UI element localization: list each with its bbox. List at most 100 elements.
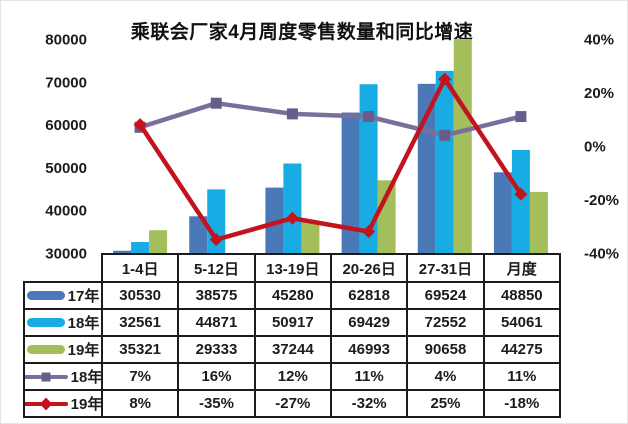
table-value-cell: -32% — [329, 389, 409, 418]
right-axis-tick: 0% — [584, 139, 606, 156]
line-18年 — [137, 100, 524, 138]
marker-square-18年-5-12日 — [210, 97, 222, 109]
legend-key: 18年 — [26, 312, 99, 333]
table-value-cell: 50917 — [253, 308, 332, 337]
legend-label: 19年 — [70, 396, 102, 413]
left-axis-tick: 40000 — [45, 203, 87, 220]
table-value-cell: 72552 — [406, 308, 485, 337]
data-table: 1-4日 5-12日 13-19日 20-26日 27-31日 月度 17年 30530 385… — [23, 253, 561, 418]
left-axis-tick: 50000 — [45, 160, 87, 177]
legend-bar-swatch-icon — [26, 345, 65, 354]
table-value-cell: 8% — [100, 389, 180, 418]
bar-18年-27-31日 — [435, 70, 454, 253]
marker-square-18年-20-26日 — [363, 111, 375, 123]
table-value-cell: 29333 — [177, 335, 256, 364]
legend-key: 19年 — [26, 339, 100, 360]
legend-cell: 18年 — [23, 362, 103, 391]
table-row: 17年 30530 38575 45280 62818 69524 48850 — [23, 281, 561, 310]
right-axis-tick: -20% — [584, 192, 619, 209]
legend-line-swatch-icon — [26, 370, 68, 383]
table-value-cell: 62818 — [329, 281, 409, 310]
bar-18年-1-4日 — [131, 242, 150, 253]
table-value-cell: 45280 — [253, 281, 332, 310]
bar-17年-13-19日 — [265, 187, 284, 253]
table-column-header: 1-4日 — [100, 253, 180, 283]
legend-label: 19年 — [67, 342, 100, 359]
table-value-cell: 12% — [253, 362, 332, 391]
table-column-header: 20-26日 — [329, 253, 409, 283]
table-value-cell: 11% — [482, 362, 561, 391]
legend-key: 18年 — [26, 366, 100, 387]
marker-diamond-19年-5-12日 — [209, 233, 223, 247]
table-value-cell: 46993 — [329, 335, 409, 364]
bar-19年-13-19日 — [301, 221, 320, 253]
table-value-cell: 38575 — [177, 281, 256, 310]
marker-square-18年-27-31日 — [439, 129, 451, 141]
right-axis-tick: 20% — [584, 85, 614, 102]
right-axis-tick: -40% — [584, 246, 619, 263]
left-axis-tick: 70000 — [45, 74, 87, 91]
table-value-cell: 7% — [100, 362, 180, 391]
table-row: 19年 35321 29333 37244 46993 90658 44275 — [23, 335, 561, 364]
bar-17年-27-31日 — [417, 83, 436, 253]
line-19年 — [137, 76, 524, 242]
legend-bar-swatch-icon — [26, 318, 65, 327]
table-corner-blank — [24, 254, 102, 282]
marker-diamond-19年-1-4日 — [133, 118, 147, 132]
marker-square-18年-月度 — [515, 111, 527, 123]
table-row: 18年 7% 16% 12% 11% 4% 11% — [23, 362, 561, 391]
left-axis-tick: 80000 — [45, 32, 87, 49]
table-row: 18年 32561 44871 50917 69429 72552 54061 — [23, 308, 561, 337]
table-row: 19年 8% -35% -27% -32% 25% -18% — [23, 389, 561, 418]
table-value-cell: 44275 — [482, 335, 561, 364]
table-value-cell: 90658 — [406, 335, 485, 364]
table-column-header: 27-31日 — [406, 253, 485, 283]
bar-19年-20-26日 — [377, 180, 396, 253]
table-value-cell: 16% — [177, 362, 256, 391]
bar-19年-27-31日 — [453, 39, 472, 253]
table-header-row: 1-4日 5-12日 13-19日 20-26日 27-31日 月度 — [24, 253, 561, 283]
table-value-cell: 37244 — [253, 335, 332, 364]
bar-19年-1-4日 — [149, 230, 168, 253]
table-value-cell: 35321 — [100, 335, 180, 364]
table-value-cell: 54061 — [482, 308, 561, 337]
table-value-cell: -27% — [253, 389, 332, 418]
table-value-cell: 48850 — [482, 281, 561, 310]
table-column-header: 5-12日 — [177, 253, 256, 283]
bar-17年-月度 — [493, 172, 512, 253]
table-column-header: 月度 — [482, 253, 561, 283]
legend-square-marker-icon — [41, 372, 51, 381]
table-value-cell: 25% — [406, 389, 485, 418]
marker-diamond-19年-月度 — [514, 187, 528, 201]
marker-diamond-19年-20-26日 — [362, 225, 376, 239]
legend-bar-swatch-icon — [26, 291, 65, 300]
table-column-header: 13-19日 — [253, 253, 332, 283]
legend-label: 17年 — [67, 288, 100, 305]
table-value-cell: 11% — [329, 362, 409, 391]
bar-17年-1-4日 — [113, 250, 132, 253]
table-value-cell: -18% — [482, 389, 561, 418]
marker-square-18年-13-19日 — [286, 108, 298, 120]
bar-18年-月度 — [511, 150, 530, 253]
legend-cell: 18年 — [23, 308, 103, 337]
bar-17年-5-12日 — [189, 216, 208, 253]
bar-18年-13-19日 — [283, 163, 302, 253]
left-axis-tick: 60000 — [45, 117, 87, 134]
bar-18年-20-26日 — [359, 84, 378, 253]
legend-cell: 17年 — [23, 281, 103, 310]
table-value-cell: 69429 — [329, 308, 409, 337]
table-value-cell: 32561 — [100, 308, 180, 337]
marker-diamond-19年-27-31日 — [438, 72, 452, 86]
legend-cell: 19年 — [23, 335, 103, 364]
bar-17年-20-26日 — [341, 112, 360, 253]
legend-line-swatch-icon — [26, 397, 68, 410]
table-value-cell: 44871 — [177, 308, 256, 337]
table-value-cell: 69524 — [406, 281, 485, 310]
chart-title: 乘联会厂家4月周度零售数量和同比增速 — [130, 22, 474, 43]
table-value-cell: -35% — [177, 389, 256, 418]
table-value-cell: 30530 — [100, 281, 180, 310]
legend-key: 19年 — [26, 393, 102, 414]
left-axis-tick: 30000 — [45, 246, 87, 263]
